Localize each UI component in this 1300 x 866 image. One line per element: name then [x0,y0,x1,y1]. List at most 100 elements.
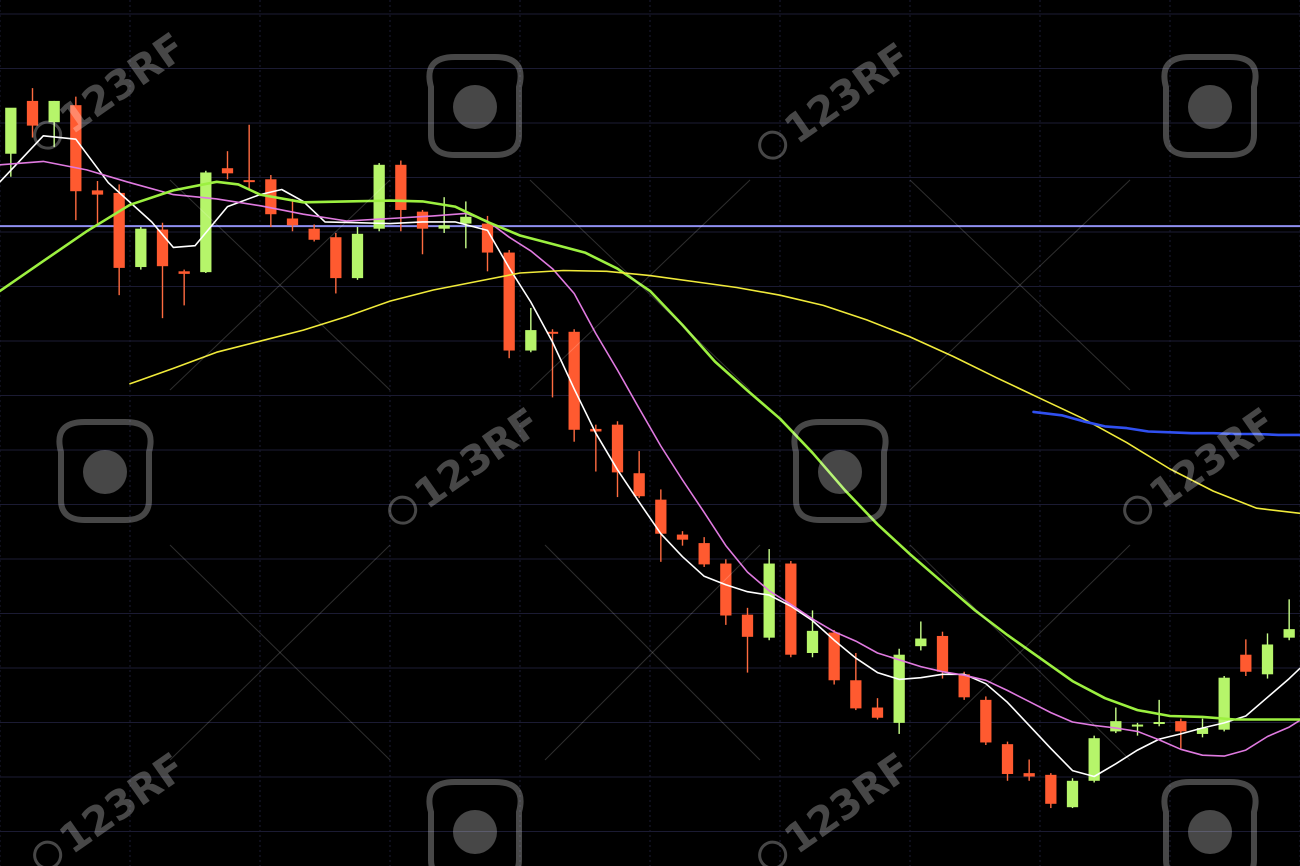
candle-body [763,563,775,638]
candle-body [1283,629,1295,638]
candle-bullish [373,163,385,232]
candle-body [1131,724,1144,727]
watermark-text: 123RF [776,744,918,863]
camera-icon [1161,779,1259,866]
moving-average-line [1032,410,1300,437]
watermark-logo: 123RF [758,34,919,160]
watermark-logo: 123RF [33,24,194,150]
candle-bearish [676,531,689,546]
candle-body [806,630,819,653]
camera-icon-lens [818,450,862,494]
candle-body [286,218,299,226]
candle-bearish [91,180,104,225]
candle-bearish [655,489,667,562]
candle-bearish [395,160,407,232]
candle-body [611,424,624,473]
candle-body [633,473,645,497]
candle-body [720,563,732,616]
candle-bearish [936,631,949,679]
candle-bearish [741,607,754,673]
candle-bearish [958,671,970,700]
candle-body [568,331,580,430]
candle-body [980,699,992,743]
candle-body [871,707,884,718]
camera-icon-lens [1188,810,1232,854]
candle-bullish [1131,722,1144,736]
watermark-diagonal [169,179,391,391]
watermark-text: 123RF [776,34,918,153]
candle-body [1196,727,1209,734]
moving-average-line [129,269,1300,515]
candle-bearish [1240,639,1252,677]
candle-body [308,228,320,240]
candle-bearish [980,696,992,746]
candle-bullish [135,227,147,270]
candle-body [135,228,147,268]
candle-body [416,211,429,229]
candle-bearish [26,88,39,138]
camera-icon-body [1161,779,1259,866]
watermark-diagonal [529,179,751,391]
watermark-logo: 123RF [33,744,194,866]
watermark-diagonal [909,544,1131,761]
camera-icon [1161,54,1259,158]
candle-bearish [156,222,169,319]
camera-icon [426,54,524,158]
candle-body [676,534,689,540]
candle-body [5,107,17,154]
watermark-text: 123RF [51,24,193,143]
candle-body [460,216,472,224]
candle-bearish [850,653,862,711]
candle-body [1261,644,1274,675]
candle-bearish [503,250,515,359]
candle-body [200,172,212,273]
candle-body [1240,654,1252,672]
candle-body [113,192,125,268]
candle-body [958,674,970,698]
candle-bearish [243,124,255,189]
candle-body [1045,774,1057,804]
camera-icon [758,840,788,866]
candle-body [915,638,927,647]
candle-body [48,100,60,123]
candle-body [373,164,385,229]
camera-icon-body [1161,54,1259,158]
watermark-diagonal [529,179,751,391]
watermark-logo: 123RF [388,399,549,525]
candle-body [1175,721,1187,732]
candle-body [330,237,342,279]
camera-icon-body [426,54,524,158]
camera-icon [388,495,418,525]
camera-icon-body [426,779,524,866]
camera-icon-lens [453,85,497,129]
candle-bearish [568,329,580,442]
candle-body [351,233,364,279]
watermark-diagonal [169,544,391,761]
candle-bearish [113,184,125,296]
candle-body [221,168,234,174]
candle-body [1110,721,1122,732]
candle-body [828,632,840,681]
candle-bearish [828,629,840,685]
candle-body [503,252,515,351]
candle-bearish [871,698,884,720]
watermark-text: 123RF [51,744,193,863]
candle-bearish [720,559,732,625]
candle-body [1088,738,1100,781]
candle-body [785,563,797,655]
camera-icon-body [56,419,154,523]
candle-bullish [5,107,17,177]
watermark-logo: 123RF [1123,399,1284,525]
camera-icon-body [791,419,889,523]
candle-body [26,100,39,126]
candle-body [178,271,190,274]
camera-icon [758,130,788,160]
candle-bearish [1023,759,1035,781]
candle-bearish [265,175,277,227]
watermark-diagonal [169,179,391,391]
candle-body [1153,722,1165,725]
moving-average-line [0,180,1300,721]
candle-bullish [915,621,927,651]
candle-bearish [633,451,645,498]
